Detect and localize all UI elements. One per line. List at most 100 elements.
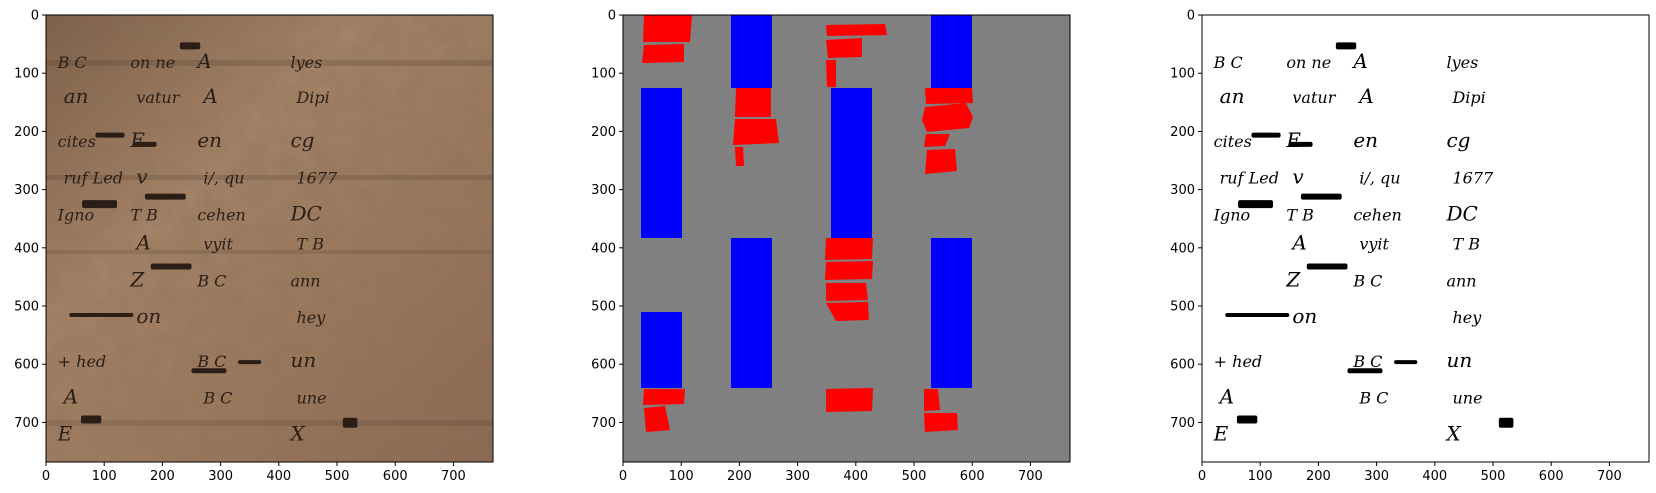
handwritten-word: en (197, 128, 222, 152)
seg-red-word (925, 88, 973, 104)
handwritten-word: A (195, 49, 211, 73)
handwritten-word: B C (202, 389, 232, 408)
ink-stroke (82, 200, 118, 209)
ink-stroke (238, 360, 262, 365)
seg-blue-block (731, 238, 772, 388)
handwritten-word: i/, qu (1359, 169, 1400, 188)
ink-stroke (1306, 263, 1348, 270)
x-tick-label: 500 (325, 469, 350, 484)
x-tick-label: 400 (1422, 469, 1447, 484)
handwritten-word: v (136, 165, 148, 189)
handwritten-word: Dipi (295, 88, 329, 107)
handwritten-word: cehen (1353, 205, 1402, 224)
handwritten-word: A (1218, 385, 1234, 409)
x-tick-label: 200 (150, 469, 175, 484)
seg-blue-block (641, 312, 682, 388)
handwritten-word: ruf Led (1220, 169, 1279, 188)
x-tick-label: 100 (92, 469, 117, 484)
seg-red-word (826, 302, 869, 321)
y-tick-label: 300 (14, 183, 39, 198)
y-tick-label: 200 (591, 125, 616, 140)
x-tick-label: 200 (1306, 469, 1331, 484)
y-tick-label: 300 (1170, 183, 1195, 198)
ink-stroke (1300, 193, 1342, 200)
ink-stroke (349, 463, 372, 469)
y-tick-label: 500 (1170, 300, 1195, 315)
handwritten-word: Z (1285, 267, 1301, 291)
handwritten-word: i/, qu (203, 169, 244, 188)
handwritten-word: un (1446, 348, 1472, 372)
seg-red-word (644, 406, 670, 432)
seg-red-word (924, 389, 940, 411)
ink-stroke (69, 313, 134, 317)
seg-red-word (826, 24, 887, 36)
y-tick-label: 400 (14, 241, 39, 256)
handwritten-word: B C (196, 352, 226, 371)
segmentation-image (623, 15, 1070, 462)
x-tick-label: 700 (1597, 469, 1622, 484)
handwritten-word: A (62, 385, 78, 409)
handwritten-word: cites (1214, 132, 1252, 151)
seg-red-word (735, 88, 771, 117)
handwritten-word: vatur (136, 88, 180, 107)
handwritten-word: vyit (203, 235, 233, 254)
handwritten-word: on (136, 304, 161, 328)
seg-red-word (826, 388, 873, 412)
y-tick-label: 600 (1170, 358, 1195, 373)
x-tick-label: 500 (902, 469, 927, 484)
x-tick-label: 300 (785, 469, 810, 484)
seg-red-word (924, 413, 958, 432)
seg-red-word (733, 119, 779, 145)
handwritten-word: E (1285, 128, 1301, 152)
handwritten-word: X (288, 421, 305, 445)
handwritten-word: on ne (130, 53, 175, 72)
handwritten-word: + hed (58, 352, 107, 371)
ink-stroke (1505, 463, 1528, 469)
seg-blue-block (831, 88, 872, 238)
handwritten-word: une (296, 389, 326, 408)
handwritten-word: vyit (1359, 235, 1389, 254)
x-tick-label: 600 (383, 469, 408, 484)
panel-segmentation: 0 100 200 300 400 500 600 700 0 100 200 300 400 500 60… (591, 9, 1071, 484)
ink-stroke (1289, 141, 1313, 147)
y-tick-label: 200 (1170, 125, 1195, 140)
handwritten-word: an (1220, 84, 1245, 108)
ink-stroke (1225, 313, 1290, 317)
seg-blue-block (641, 88, 682, 238)
handwritten-word: A (1351, 49, 1367, 73)
x-tick-label: 100 (1248, 469, 1273, 484)
y-tick-label: 0 (608, 9, 616, 24)
y-tick-label: 700 (14, 416, 39, 431)
ink-stroke (191, 368, 227, 374)
x-tick-label: 300 (1364, 469, 1389, 484)
handwritten-word: T B (296, 235, 324, 254)
y-tick-label: 100 (1170, 67, 1195, 82)
handwritten-word: A (1357, 84, 1373, 108)
ink-stroke (179, 42, 201, 50)
seg-red-word (922, 103, 973, 132)
ink-stroke (342, 417, 358, 428)
seg-red-word (826, 60, 836, 87)
seg-red-word (735, 147, 744, 166)
handwritten-word: Z (129, 267, 145, 291)
handwritten-word: ruf Led (64, 169, 123, 188)
handwritten-word: vatur (1292, 88, 1336, 107)
ink-stroke (1347, 368, 1383, 374)
handwritten-word: DC (289, 201, 321, 225)
x-tick-label: 0 (619, 469, 627, 484)
seg-blue-block (731, 15, 772, 88)
handwritten-word: cg (1446, 128, 1470, 152)
handwritten-word: une (1452, 389, 1482, 408)
x-tick-label: 700 (441, 469, 466, 484)
handwritten-word: A (134, 231, 150, 255)
x-tick-label: 400 (843, 469, 868, 484)
x-tick-label: 400 (266, 469, 291, 484)
y-tick-label: 100 (591, 67, 616, 82)
handwritten-word: B C (196, 271, 226, 290)
x-tick-label: 500 (1481, 469, 1506, 484)
ink-stroke (80, 415, 102, 424)
